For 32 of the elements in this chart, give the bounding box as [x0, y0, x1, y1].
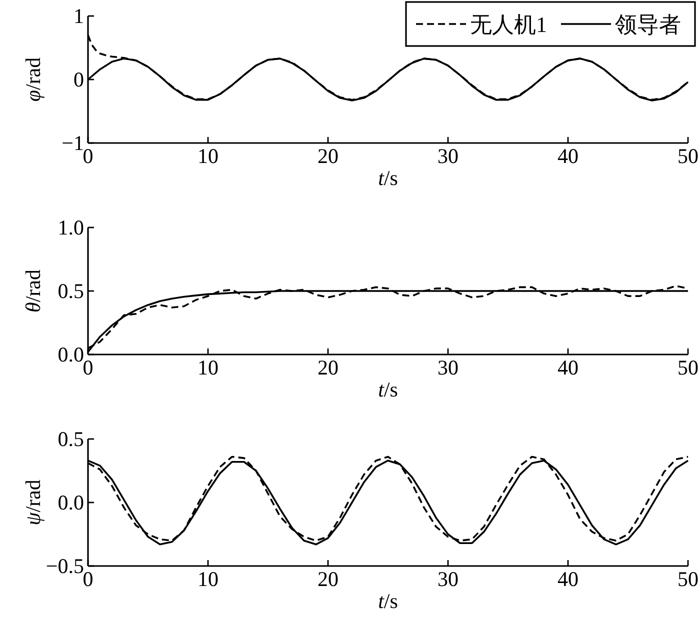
x-tick-label: 10	[198, 356, 218, 380]
x-tick-label: 40	[558, 356, 578, 380]
x-tick-label: 20	[318, 356, 338, 380]
legend-label: 领导者	[615, 12, 681, 37]
y-tick-label: 1	[74, 4, 84, 28]
x-axis-title: t/s	[378, 378, 398, 402]
x-tick-label: 20	[318, 144, 338, 168]
y-tick-label: 1.0	[58, 216, 84, 240]
x-tick-label: 50	[678, 144, 698, 168]
x-tick-label: 30	[438, 144, 458, 168]
x-tick-label: 10	[198, 567, 218, 591]
y-tick-label: −0.5	[46, 554, 84, 578]
legend-label: 无人机1	[470, 12, 547, 37]
x-tick-label: 50	[678, 356, 698, 380]
y-tick-label: 0.5	[58, 279, 84, 303]
x-tick-label: 40	[558, 567, 578, 591]
x-axis-title: t/s	[378, 589, 398, 613]
y-axis-title: φ/rad	[21, 56, 45, 102]
x-tick-label: 10	[198, 144, 218, 168]
x-tick-label: 40	[558, 144, 578, 168]
x-tick-label: 30	[438, 567, 458, 591]
y-tick-label: 0.5	[58, 427, 84, 451]
y-tick-label: 0	[74, 68, 84, 92]
y-tick-label: 0.0	[58, 342, 84, 366]
x-axis-title: t/s	[378, 166, 398, 190]
y-tick-label: −1	[62, 131, 84, 155]
x-tick-label: 50	[678, 567, 698, 591]
x-tick-label: 20	[318, 567, 338, 591]
y-axis-title: θ/rad	[21, 269, 45, 312]
y-axis-title: ψ/rad	[21, 479, 45, 526]
y-tick-label: 0.0	[58, 490, 84, 514]
x-tick-label: 30	[438, 356, 458, 380]
